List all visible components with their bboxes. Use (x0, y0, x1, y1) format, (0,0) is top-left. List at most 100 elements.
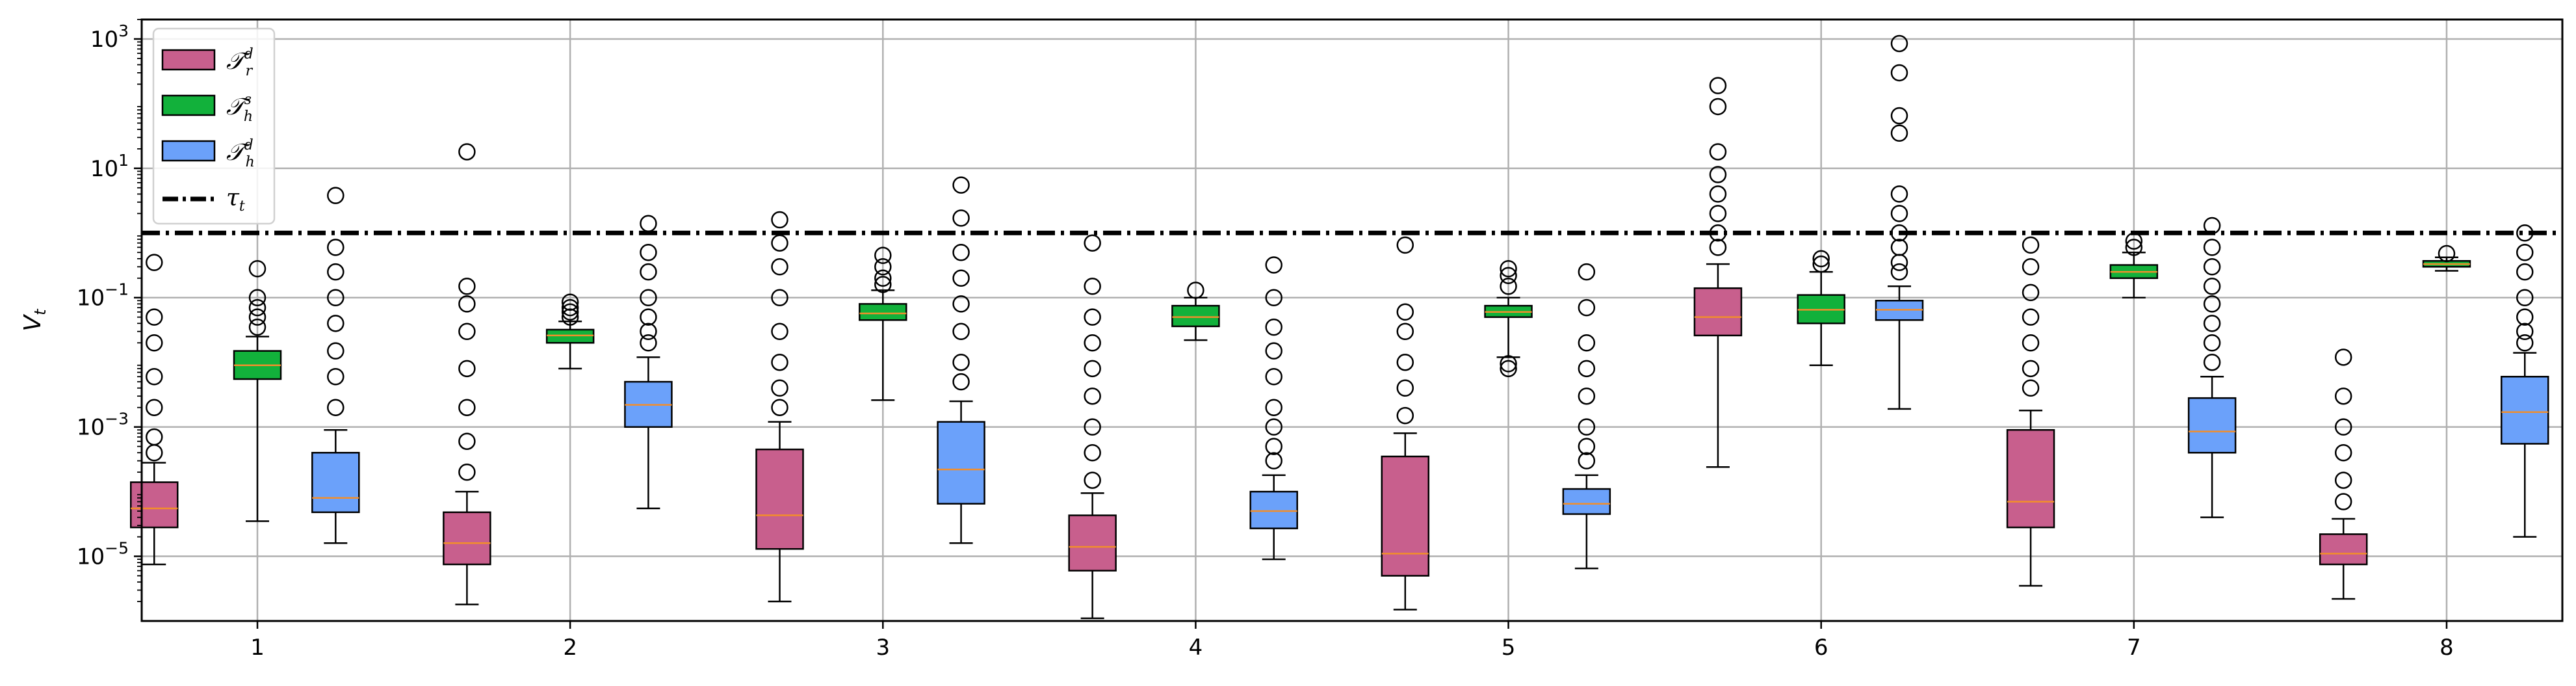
y-tick-label: 10−3 (77, 410, 129, 441)
box-iqr (1171, 304, 1220, 328)
outlier-point (1265, 342, 1282, 360)
outlier-point (2203, 239, 2221, 256)
legend: 𝒯d r𝒯s h𝒯d hτt (152, 27, 276, 225)
outlier-point (1709, 77, 1727, 94)
outlier-point (1265, 438, 1282, 455)
y-axis-label: Vt (20, 308, 49, 332)
outlier-point (2516, 334, 2534, 352)
outlier-point (2334, 387, 2352, 405)
outlier-point (145, 428, 163, 446)
box-tau_h_s (1484, 260, 1533, 378)
outlier-point (1709, 166, 1727, 183)
outlier-point (2516, 243, 2534, 261)
axis-ticks: 1 2 3 4 5 6 7 8 10−5 10−3 10−1 101 103 (77, 19, 2454, 661)
outlier-point (2203, 277, 2221, 295)
outlier-point (1890, 107, 1908, 125)
outlier-point (952, 353, 970, 371)
outlier-point (327, 239, 345, 256)
outlier-point (2203, 217, 2221, 235)
outlier-point (1500, 360, 1517, 378)
box-tau_h_s (233, 260, 282, 522)
legend-label-tau_h_d: 𝒯d h (226, 137, 255, 170)
outlier-point (2334, 443, 2352, 462)
outlier-point (1709, 185, 1727, 203)
box-tau_h_d (1875, 34, 1924, 410)
box-iqr (1562, 488, 1611, 515)
outlier-point (1396, 236, 1414, 254)
outlier-point (1890, 124, 1908, 142)
box-tau_h_d (1249, 256, 1298, 561)
outlier-point (1890, 185, 1908, 203)
outlier-point (458, 399, 476, 416)
outlier-point (952, 295, 970, 313)
outlier-point (771, 379, 788, 397)
outlier-point (1084, 360, 1101, 378)
outlier-point (458, 143, 476, 161)
outlier-point (248, 298, 267, 317)
outlier-point (145, 334, 163, 352)
box-iqr (443, 511, 491, 566)
outlier-point (874, 258, 892, 276)
outlier-point (771, 258, 788, 276)
outlier-point (1709, 224, 1727, 242)
outlier-point (2203, 258, 2221, 276)
box-iqr (129, 481, 179, 529)
legend-label-tau_r_d: 𝒯d r (226, 46, 254, 79)
outlier-point (1084, 334, 1101, 352)
outlier-point (1709, 205, 1727, 222)
outlier-point (1890, 239, 1908, 256)
outlier-point (771, 353, 788, 371)
outlier-point (1265, 256, 1282, 274)
outlier-point (248, 260, 267, 278)
outlier-point (2334, 418, 2352, 436)
outlier-point (458, 432, 476, 450)
outlier-point (640, 323, 657, 340)
x-tick-label: 3 (876, 635, 890, 661)
outlier-point (1812, 250, 1830, 268)
y-tick-label: 103 (90, 21, 129, 53)
outlier-point (640, 308, 657, 326)
outlier-point (2516, 263, 2534, 281)
outlier-point (327, 263, 345, 281)
outlier-point (561, 298, 579, 317)
outlier-point (2203, 315, 2221, 332)
outlier-point (771, 289, 788, 306)
outlier-point (327, 289, 345, 306)
outlier-point (1265, 452, 1282, 469)
outlier-point (1396, 379, 1414, 397)
box-iqr (1381, 455, 1430, 577)
legend-swatch-tau_h_d (161, 140, 216, 162)
outlier-point (1812, 255, 1830, 273)
outlier-point (1500, 277, 1517, 295)
box-series (129, 34, 2549, 620)
x-tick-label: 5 (1502, 635, 1516, 661)
outlier-point (1265, 368, 1282, 386)
outlier-point (2125, 232, 2143, 250)
box-iqr (2501, 376, 2549, 445)
outlier-point (2516, 308, 2534, 326)
outlier-point (1578, 438, 1596, 455)
outlier-point (2516, 289, 2534, 306)
box-iqr (755, 448, 804, 550)
box-tau_h_s (1797, 250, 1845, 366)
x-tick-label: 2 (563, 635, 577, 661)
legend-frame (152, 27, 276, 225)
outlier-point (2438, 244, 2456, 263)
y-tick-label: 10−1 (77, 280, 129, 311)
outlier-point (145, 368, 163, 386)
outlier-point (1265, 289, 1282, 306)
outlier-point (327, 315, 345, 332)
box-iqr (859, 303, 907, 321)
box-tau_h_s (2422, 244, 2471, 272)
outlier-point (874, 246, 892, 265)
outlier-point (771, 211, 788, 229)
legend-label-tau_h_s: 𝒯s h (226, 92, 253, 125)
outlier-point (1709, 98, 1727, 116)
outlier-point (1084, 418, 1101, 436)
outlier-point (1709, 239, 1727, 256)
outlier-point (248, 308, 267, 326)
outlier-point (1084, 234, 1101, 252)
box-tau_h_s (859, 246, 907, 401)
x-tick-label: 4 (1189, 635, 1203, 661)
